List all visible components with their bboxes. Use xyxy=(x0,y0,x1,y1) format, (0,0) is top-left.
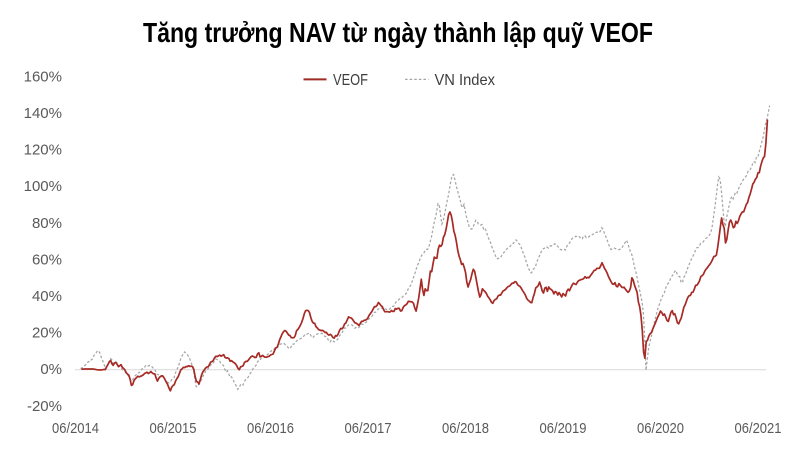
svg-text:20%: 20% xyxy=(32,325,62,342)
svg-text:06/2020: 06/2020 xyxy=(637,420,684,437)
svg-text:VEOF: VEOF xyxy=(333,72,368,89)
svg-text:06/2019: 06/2019 xyxy=(540,420,587,437)
svg-text:Tăng trưởng NAV từ ngày thành: Tăng trưởng NAV từ ngày thành lập quỹ VE… xyxy=(143,17,653,48)
svg-text:-20%: -20% xyxy=(27,398,62,415)
svg-text:120%: 120% xyxy=(24,142,62,159)
svg-text:06/2014: 06/2014 xyxy=(52,420,99,437)
svg-text:100%: 100% xyxy=(24,178,62,195)
svg-text:40%: 40% xyxy=(32,288,62,305)
svg-text:60%: 60% xyxy=(32,251,62,268)
svg-text:06/2017: 06/2017 xyxy=(345,420,392,437)
svg-text:06/2016: 06/2016 xyxy=(247,420,294,437)
svg-text:160%: 160% xyxy=(24,68,62,85)
svg-text:06/2015: 06/2015 xyxy=(150,420,197,437)
svg-text:06/2018: 06/2018 xyxy=(442,420,489,437)
svg-text:0%: 0% xyxy=(40,361,62,378)
svg-text:140%: 140% xyxy=(24,105,62,122)
svg-text:80%: 80% xyxy=(32,215,62,232)
svg-text:06/2021: 06/2021 xyxy=(735,420,782,437)
svg-text:VN Index: VN Index xyxy=(435,72,496,89)
